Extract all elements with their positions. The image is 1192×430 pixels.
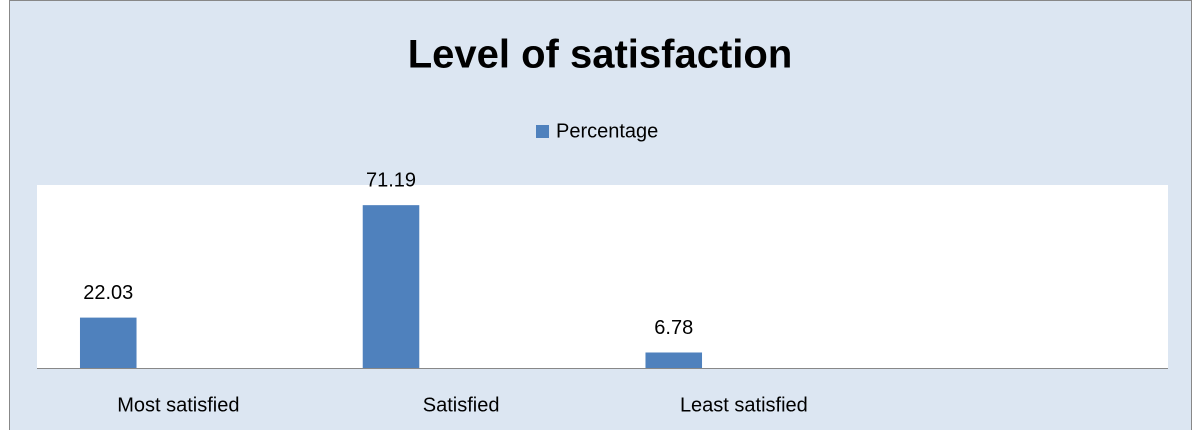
- legend-label: Percentage: [556, 120, 658, 142]
- legend-swatch: [536, 125, 549, 138]
- x-tick-label: Satisfied: [423, 394, 500, 416]
- data-label: 22.03: [83, 282, 133, 304]
- x-tick-label: Most satisfied: [117, 394, 239, 416]
- data-label: 71.19: [366, 169, 416, 191]
- data-label: 6.78: [654, 317, 693, 339]
- bar: [362, 205, 420, 368]
- plot-area: [37, 185, 1168, 368]
- bar: [79, 317, 137, 368]
- x-tick-label: Least satisfied: [680, 394, 808, 416]
- chart-title: Level of satisfaction: [408, 33, 793, 77]
- bar: [645, 352, 703, 368]
